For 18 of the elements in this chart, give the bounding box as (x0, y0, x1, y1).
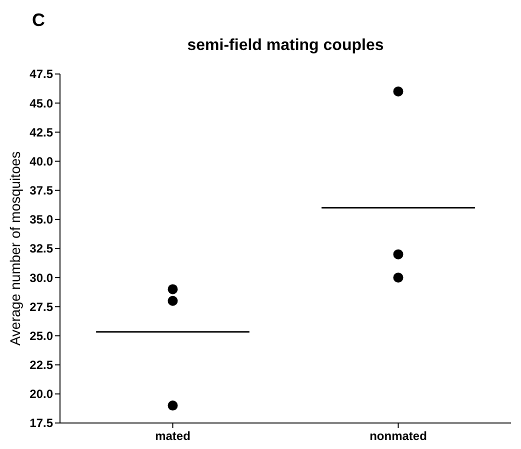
y-tick-label: 35.0 (30, 212, 54, 227)
y-tick-label: 37.5 (30, 184, 54, 198)
y-tick-label: 42.5 (30, 125, 54, 140)
y-tick-label: 17.5 (30, 416, 54, 430)
x-tick-label: mated (155, 429, 190, 443)
chart-title: semi-field mating couples (187, 37, 384, 54)
y-tick-label: 40.0 (30, 154, 54, 168)
y-tick-label: 22.5 (30, 358, 54, 372)
y-tick-label: 32.5 (30, 242, 54, 256)
text: C (32, 10, 45, 30)
y-axis-title: Average number of mosquitoes (7, 151, 23, 346)
y-tick-label: 25.0 (30, 328, 54, 343)
y-tick-label: 45.0 (30, 96, 54, 110)
y-tick-label: 30.0 (30, 270, 54, 285)
x-tick-label: nonmated (370, 429, 427, 443)
y-tick-label: 47.5 (30, 67, 54, 82)
y-tick-label: 20.0 (30, 387, 54, 402)
y-tick-label: 27.5 (30, 300, 54, 314)
